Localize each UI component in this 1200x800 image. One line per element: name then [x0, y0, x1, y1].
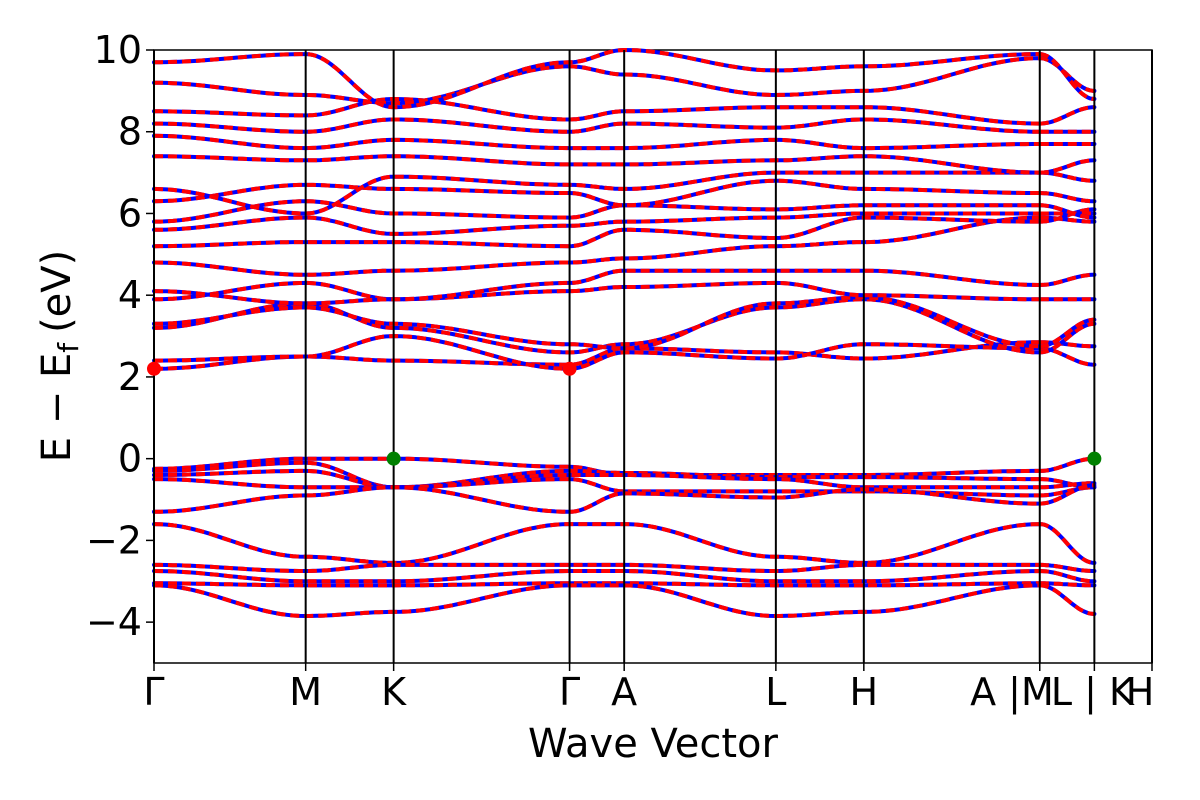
band-line-spin-up [154, 117, 1095, 134]
band-line-spin-up [153, 280, 1095, 302]
band-extremum-marker [1087, 451, 1102, 466]
x-tick-label: A [611, 670, 637, 714]
band-line-spin-up [153, 522, 1095, 565]
y-axis-label-unit: (eV) [34, 250, 80, 333]
x-tick-label: Γ [559, 670, 580, 714]
x-tick-label: K [381, 670, 407, 714]
band-line-spin-up [153, 48, 1095, 110]
band-extremum-marker [386, 451, 401, 466]
x-tick-label: A |M [970, 670, 1054, 715]
band-line-spin-up [154, 97, 1095, 126]
band-line-spin-up [153, 170, 1095, 216]
band-line-spin-up [154, 562, 1095, 573]
bands-layer [152, 48, 1097, 618]
band-line-spin-up [153, 340, 1095, 371]
x-tick-label: H [1126, 670, 1155, 714]
band-line-spin-up [153, 215, 1095, 277]
y-tick-label: 4 [118, 273, 142, 317]
x-tick-label: M [289, 670, 322, 714]
y-tick-label: −4 [86, 600, 142, 644]
band-line-spin-up [154, 211, 1095, 236]
y-axis-label-main: E − E [34, 353, 80, 463]
x-tick-label: L [765, 670, 786, 714]
extremum-markers [147, 361, 1102, 466]
y-tick-label: −2 [86, 518, 142, 562]
x-tick-label: L | K [1051, 670, 1135, 715]
band-line-spin-up [154, 334, 1095, 371]
band-line-spin-up [154, 581, 1095, 588]
y-tick-label: 10 [94, 28, 142, 72]
x-tick-label: H [850, 670, 879, 714]
y-axis-label: E − Ef (eV) [34, 250, 85, 463]
y-tick-label: 8 [118, 110, 142, 154]
y-tick-label: 0 [118, 437, 142, 481]
y-axis-label-sub: f [52, 342, 85, 353]
y-axis-ticks: −4 −2 0 2 4 6 8 10 [86, 28, 154, 644]
band-line-spin-up [154, 199, 1095, 224]
band-line-spin-up [154, 154, 1095, 175]
band-line-spin-up [153, 295, 1095, 351]
band-line-spin-up [153, 178, 1095, 208]
y-tick-label: 2 [118, 355, 142, 399]
band-line-spin-up [153, 583, 1095, 618]
band-line-spin-up [153, 569, 1095, 584]
band-line-spin-up [153, 483, 1095, 514]
high-symmetry-lines [153, 50, 1153, 663]
band-line-spin-up [154, 468, 1095, 490]
band-line-spin-up [153, 133, 1095, 151]
y-tick-label: 6 [118, 191, 142, 235]
plot-area [147, 48, 1153, 664]
x-axis-label: Wave Vector [528, 721, 779, 767]
band-extremum-marker [147, 361, 161, 376]
x-tick-label: Γ [143, 670, 164, 714]
band-line-spin-up [153, 456, 1095, 477]
band-extremum-marker [562, 361, 577, 376]
band-line-spin-up [153, 268, 1095, 306]
